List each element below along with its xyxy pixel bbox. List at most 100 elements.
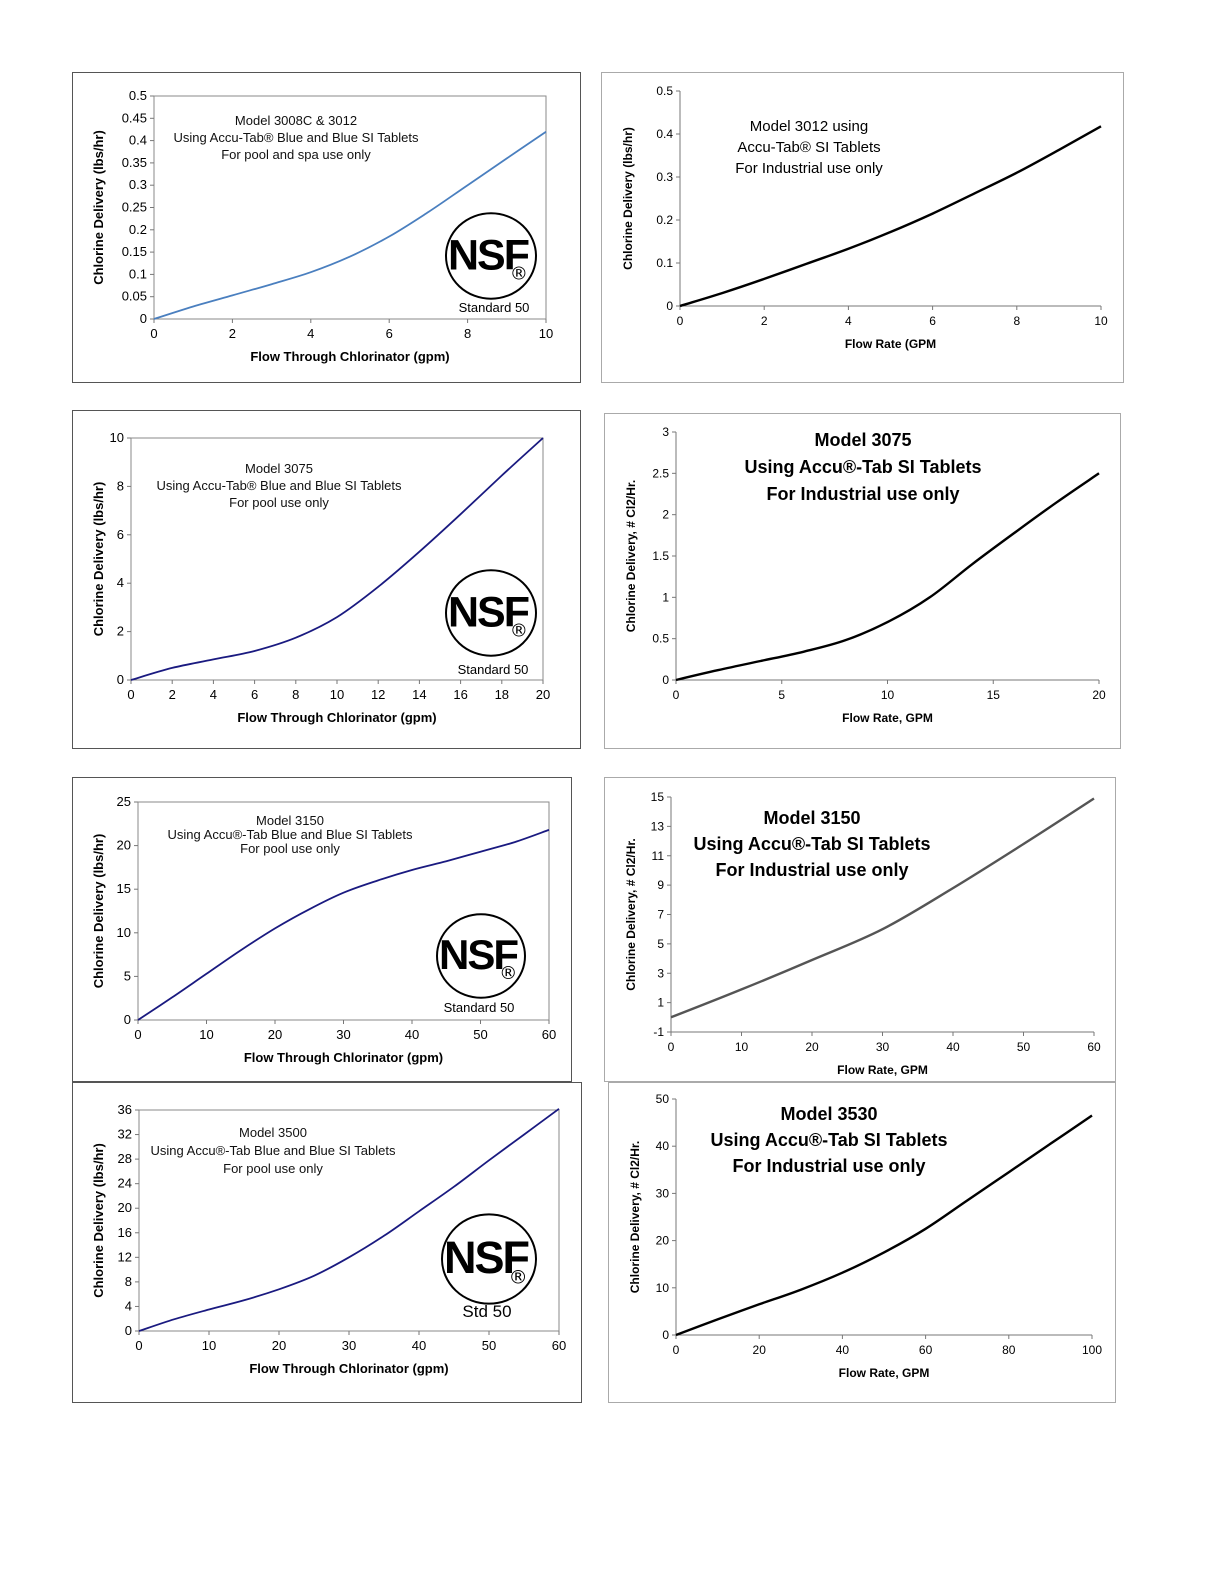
x-tick-label: 10 [330,687,344,702]
x-tick-label: 0 [150,326,157,341]
chart-panel-1: 0 0.05 0.1 0.15 0.2 0.25 0.3 0.35 0.4 0.45 0.5 0 2 4 6… [72,72,581,383]
y-axis-label: Chlorine Delivery (lbs/hr) [91,834,106,989]
x-tick-label: 100 [1082,1343,1102,1357]
chart-annotation-line: Using Accu®-Tab Blue and Blue SI Tablets [151,1143,396,1158]
y-tick-label: 20 [656,1234,670,1248]
nsf-logo-text: NSF [444,1232,529,1283]
x-tick-label: 14 [412,687,426,702]
x-tick-label: 4 [845,314,852,328]
chart-annotation-line: Model 3008C & 3012 [235,113,357,128]
y-tick-label: 0 [117,672,124,687]
nsf-logo-text: NSF [439,931,518,978]
x-tick-label: 2 [169,687,176,702]
y-tick-label: 16 [118,1225,132,1240]
nsf-standard-caption: Standard 50 [444,1000,515,1015]
y-tick-label: 3 [657,966,664,980]
nsf-logo-ring [441,1213,537,1305]
y-axis-label: Chlorine Delivery (lbs/hr) [91,482,106,637]
y-tick-label: 9 [657,878,664,892]
y-tick-label: 0.4 [656,127,673,141]
x-tick-label: 10 [735,1040,749,1054]
y-tick-label: 40 [656,1139,670,1153]
chart-annotation-line: Accu-Tab® SI Tablets [737,139,880,156]
y-tick-label: 30 [656,1186,670,1200]
nsf-logo: NSF® [441,1213,537,1305]
chart-svg: 0 0.5 1 1.5 2 2.5 3 0 5 10 15 20 Flow Rate, GPM Chlor… [624,425,1106,725]
plot-area [671,797,1094,1032]
y-tick-label: 11 [652,849,665,863]
nsf-standard-caption: Standard 50 [459,300,530,315]
x-axis-label: Flow Rate, GPM [837,1063,928,1077]
x-tick-label: 80 [1002,1343,1016,1357]
x-axis-label: Flow Through Chlorinator (gpm) [250,349,449,364]
y-tick-label: 0.3 [656,170,673,184]
chart-svg: 0 5 10 15 20 25 0 10 20 30 40 50 60 Flow Through Chlo… [91,794,556,1065]
registered-mark: ® [510,263,528,284]
y-tick-label: 32 [118,1127,132,1142]
y-tick-label: 4 [125,1298,132,1313]
nsf-standard-caption: Standard 50 [458,662,529,677]
y-tick-label: 8 [125,1274,132,1289]
y-tick-label: 0.2 [129,222,147,237]
x-tick-label: 8 [1013,314,1020,328]
x-tick-label: 12 [371,687,385,702]
x-axis-label: Flow Through Chlorinator (gpm) [237,710,436,725]
series-line [679,125,1102,308]
series-line [675,1114,1093,1337]
y-tick-label: 1 [662,590,669,604]
x-tick-label: 6 [251,687,258,702]
x-tick-label: 20 [1092,688,1106,702]
nsf-logo-ring [436,913,526,999]
chart-annotation-line: Model 3500 [239,1125,307,1140]
registered-mark: ® [499,963,517,984]
y-axis-label: Chlorine Delivery, # Cl2/Hr. [624,838,638,991]
nsf-logo-text: NSF [448,232,529,280]
y-tick-label: 0.05 [122,289,147,304]
x-tick-label: 5 [778,688,785,702]
x-tick-label: 10 [539,326,553,341]
x-tick-label: 60 [919,1343,933,1357]
y-tick-label: 0.3 [129,177,147,192]
chart-annotation-line: Using Accu®-Tab SI Tablets [745,457,982,477]
chart-svg: 0 2 4 6 8 10 0 2 4 6 8 10 12 14 16 18 20 Flow Through Chl… [91,430,550,725]
x-tick-label: 20 [536,687,550,702]
chart-annotation-line: For pool use only [229,495,329,510]
x-tick-label: 40 [405,1027,419,1042]
y-tick-label: 3 [662,425,669,439]
y-axis-label: Chlorine Delivery, # Cl2/Hr. [624,480,638,633]
y-tick-label: 0.2 [656,213,673,227]
chart-annotation-line: Model 3150 [256,813,324,828]
chart-panel-4: 0 0.5 1 1.5 2 2.5 3 0 5 10 15 20 Flow Rate, GPM Chlor… [604,413,1121,749]
y-tick-label: 7 [657,908,664,922]
y-tick-label: 5 [124,968,131,983]
x-tick-label: 2 [229,326,236,341]
nsf-logo: NSF® [436,913,526,999]
y-tick-label: 2 [662,508,669,522]
x-tick-label: 60 [1087,1040,1101,1054]
chart-annotation-line: Model 3075 [814,430,911,450]
y-tick-label: 1 [657,996,664,1010]
y-tick-label: 0.5 [129,88,147,103]
y-tick-label: 0 [140,311,147,326]
y-tick-label: 28 [118,1151,132,1166]
y-tick-label: 10 [656,1281,670,1295]
chart-annotation-line: For Industrial use only [715,860,908,880]
y-tick-label: 15 [651,790,665,804]
chart-annotation-line: Using Accu-Tab® Blue and Blue SI Tablets [157,478,402,493]
y-axis-label: Chlorine Delivery (lbs/hr) [91,130,106,285]
y-tick-label: 0 [662,1328,669,1342]
x-tick-label: 6 [929,314,936,328]
registered-mark: ® [510,620,528,641]
nsf-logo: NSF® [445,569,537,657]
y-tick-label: 10 [117,925,131,940]
y-tick-label: 24 [118,1176,132,1191]
x-tick-label: 30 [336,1027,350,1042]
x-tick-label: 20 [753,1343,767,1357]
y-tick-label: 4 [117,575,124,590]
y-tick-label: 0 [666,299,673,313]
x-tick-label: 0 [134,1027,141,1042]
chart-annotation-line: For Industrial use only [735,160,883,177]
chart-annotation-line: Using Accu-Tab® Blue and Blue SI Tablets [174,130,419,145]
x-tick-label: 10 [881,688,895,702]
x-tick-label: 8 [292,687,299,702]
